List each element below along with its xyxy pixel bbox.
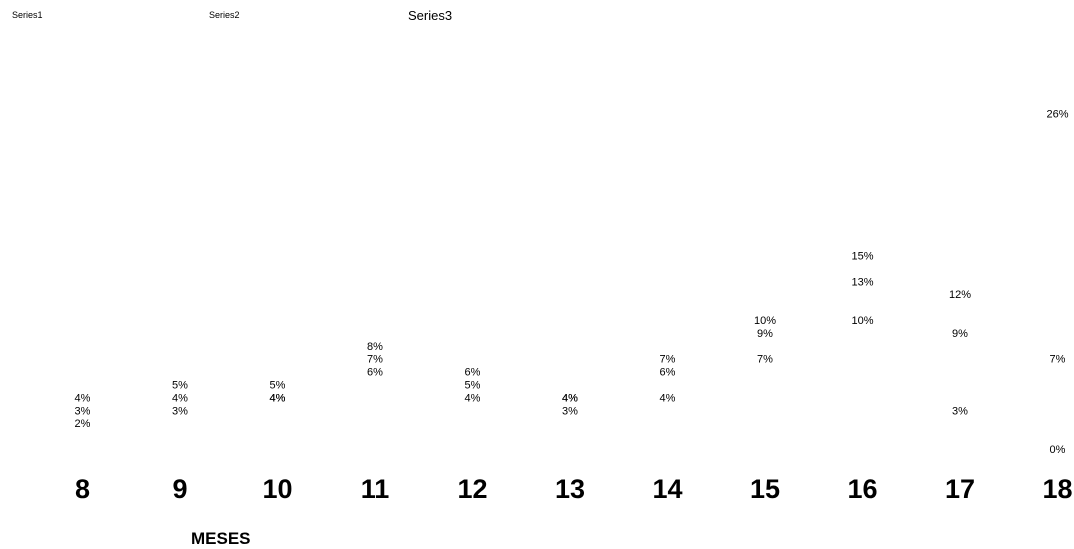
data-label: 8% [367, 341, 383, 353]
data-label: 26% [1046, 109, 1068, 121]
x-axis-tick-label: 18 [1042, 474, 1072, 504]
data-label: 3% [172, 405, 188, 417]
legend-entry-series1: Series1 [12, 10, 43, 20]
x-axis-tick-label: 10 [262, 474, 292, 504]
data-label: 7% [757, 354, 773, 366]
x-axis-tick-label: 12 [457, 474, 487, 504]
data-label: 7% [1050, 354, 1066, 366]
data-label: 10% [851, 315, 873, 327]
data-label: 13% [851, 276, 873, 288]
x-axis-tick-label: 11 [361, 474, 390, 504]
data-label: 5% [465, 380, 481, 392]
x-axis-tick-label: 14 [652, 474, 682, 504]
x-axis-tick-label: 17 [945, 474, 975, 504]
data-label: 9% [757, 328, 773, 340]
data-label: 10% [754, 315, 776, 327]
data-label: 7% [367, 354, 383, 366]
data-label: 4% [562, 392, 578, 404]
data-label: 4% [270, 392, 286, 404]
data-label: 12% [949, 289, 971, 301]
data-label: 4% [75, 392, 91, 404]
x-axis-tick-label: 13 [555, 474, 585, 504]
legend-entry-series2: Series2 [209, 10, 240, 20]
x-axis-tick-label: 8 [75, 474, 90, 504]
legend-entry-series3: Series3 [408, 8, 452, 23]
data-label: 3% [75, 405, 91, 417]
data-label: 5% [172, 380, 188, 392]
data-label: 4% [270, 392, 286, 404]
data-label: 0% [1050, 444, 1066, 456]
legend: Series1 Series2 Series3 [12, 8, 452, 23]
data-label: 15% [851, 251, 873, 263]
x-axis-title: MESES [191, 529, 251, 548]
data-label: 4% [172, 392, 188, 404]
data-label: 9% [952, 328, 968, 340]
data-label: 4% [562, 392, 578, 404]
x-axis-tick-label: 9 [172, 474, 187, 504]
data-label: 3% [952, 405, 968, 417]
data-label: 6% [367, 367, 383, 379]
x-axis-tick-label: 16 [847, 474, 877, 504]
data-label: 7% [660, 354, 676, 366]
x-axis-tick-labels: 8 9 10 11 12 13 14 15 16 17 18 [75, 474, 1073, 504]
data-label: 5% [270, 380, 286, 392]
plot-area: 2%2%2%2%3%4%3%4%5%4%4%5%6%7%8%4%5%6%3%4%… [75, 109, 1069, 456]
x-axis-tick-label: 15 [750, 474, 780, 504]
data-label: 2% [75, 418, 91, 430]
data-label: 6% [465, 367, 481, 379]
data-label: 3% [562, 405, 578, 417]
data-label: 4% [660, 392, 676, 404]
data-label: 6% [660, 367, 676, 379]
data-label: 4% [465, 392, 481, 404]
